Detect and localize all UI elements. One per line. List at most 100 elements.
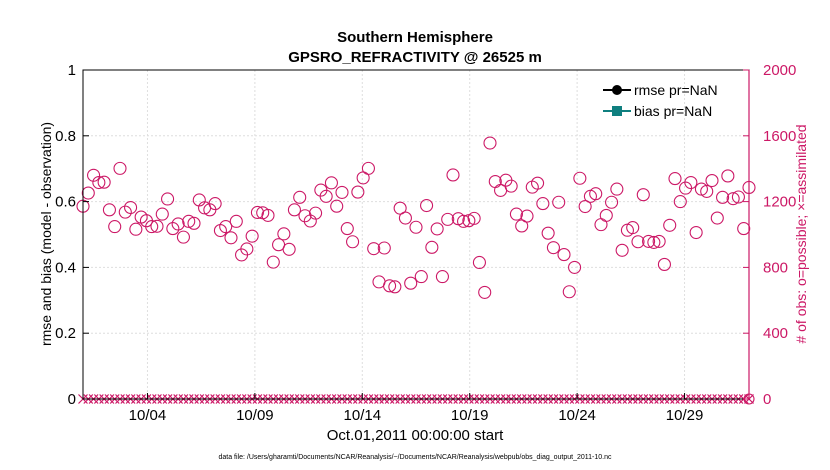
possible-point (150, 219, 164, 233)
possible-point (541, 226, 555, 240)
possible-point (536, 197, 550, 211)
possible-point (446, 168, 460, 182)
y-tick-label-right: 800 (763, 259, 788, 276)
possible-point (129, 222, 143, 236)
possible-point (324, 176, 338, 190)
possible-point (605, 195, 619, 209)
left-axis-ticks: 0 0.2 0.4 0.6 0.8 1 (55, 62, 89, 408)
possible-point (668, 172, 682, 186)
possible-point (102, 203, 116, 217)
possible-point (367, 242, 381, 256)
possible-point (673, 195, 687, 209)
possible-point (377, 241, 391, 255)
y-axis-label-left: rmse and bias (model - observation) (38, 122, 54, 346)
y-axis-label-right: # of obs: o=possible; ×=assimilated (793, 124, 809, 343)
possible-point (409, 220, 423, 234)
possible-point (557, 248, 571, 262)
possible-series (76, 136, 756, 405)
x-tick-label: 10/19 (451, 407, 489, 424)
possible-point (546, 241, 560, 255)
x-tick-label: 10/24 (558, 407, 596, 424)
possible-point (187, 216, 201, 230)
possible-point (176, 230, 190, 244)
possible-point (208, 197, 222, 211)
legend-rmse-label: rmse pr=NaN (634, 82, 718, 98)
possible-point (457, 214, 471, 228)
x-tick-label: 10/29 (666, 407, 704, 424)
possible-point (430, 222, 444, 236)
possible-point (568, 260, 582, 274)
possible-point (277, 227, 291, 241)
y-tick-label-right: 1600 (763, 128, 796, 145)
possible-point (261, 208, 275, 222)
possible-point (351, 185, 365, 199)
possible-point (319, 189, 333, 203)
possible-point (330, 199, 344, 213)
possible-point (531, 176, 545, 190)
y-tick-label-right: 2000 (763, 62, 796, 79)
possible-point (509, 207, 523, 221)
possible-point (726, 192, 740, 206)
possible-point (520, 209, 534, 223)
possible-point (705, 173, 719, 188)
possible-point (404, 276, 418, 290)
possible-point (340, 222, 354, 236)
possible-point (240, 242, 254, 256)
possible-point (552, 195, 566, 209)
x-axis-ticks: 10/04 10/09 10/14 10/19 10/24 10/29 (129, 393, 704, 424)
possible-point (642, 234, 656, 248)
possible-point (710, 211, 724, 225)
possible-point (689, 225, 703, 240)
possible-point (398, 211, 412, 225)
possible-point (631, 235, 645, 249)
possible-point (309, 206, 323, 220)
x-axis-label: Oct.01,2011 00:00:00 start (327, 427, 504, 444)
y-tick-label-left: 0.6 (55, 194, 76, 211)
possible-point (388, 280, 402, 294)
possible-point (515, 219, 529, 233)
y-tick-label-left: 0.2 (55, 325, 76, 342)
possible-point (171, 217, 185, 231)
possible-point (472, 255, 486, 270)
possible-point (737, 222, 751, 236)
possible-point (663, 218, 677, 232)
possible-point (435, 270, 449, 284)
possible-point (562, 285, 576, 299)
possible-point (161, 192, 175, 206)
possible-point (393, 201, 407, 215)
y-tick-label-left: 0.4 (55, 259, 76, 276)
y-tick-label-left: 0.8 (55, 128, 76, 145)
possible-point (441, 212, 455, 226)
possible-point (684, 175, 698, 190)
y-tick-label-right: 1200 (763, 194, 796, 211)
possible-point (266, 255, 280, 269)
y-tick-label-right: 0 (763, 391, 771, 408)
right-axis-ticks: 0 400 800 1200 1600 2000 (743, 62, 796, 408)
possible-point (92, 175, 106, 190)
possible-point (700, 184, 714, 198)
grid (83, 70, 749, 399)
legend-rmse-marker (612, 85, 622, 95)
possible-point (346, 235, 360, 249)
possible-point (425, 240, 439, 254)
possible-point (610, 182, 624, 196)
possible-point (155, 207, 169, 221)
possible-point (414, 270, 428, 284)
possible-point (229, 214, 243, 228)
y-tick-label-left: 0 (68, 391, 76, 408)
possible-point (287, 203, 301, 217)
possible-point (97, 175, 111, 189)
possible-point (361, 161, 375, 175)
chart-title: Southern Hemisphere (337, 29, 493, 46)
possible-point (636, 188, 650, 202)
possible-point (224, 231, 238, 245)
possible-point (652, 234, 666, 248)
possible-point (87, 168, 101, 182)
possible-point (647, 235, 661, 249)
legend-bias-label: bias pr=NaN (634, 103, 712, 119)
data-file-footnote: data file: /Users/gharamti/Documents/NCA… (218, 454, 612, 461)
possible-point (716, 190, 730, 204)
possible-point (721, 169, 735, 183)
possible-point (420, 198, 434, 213)
